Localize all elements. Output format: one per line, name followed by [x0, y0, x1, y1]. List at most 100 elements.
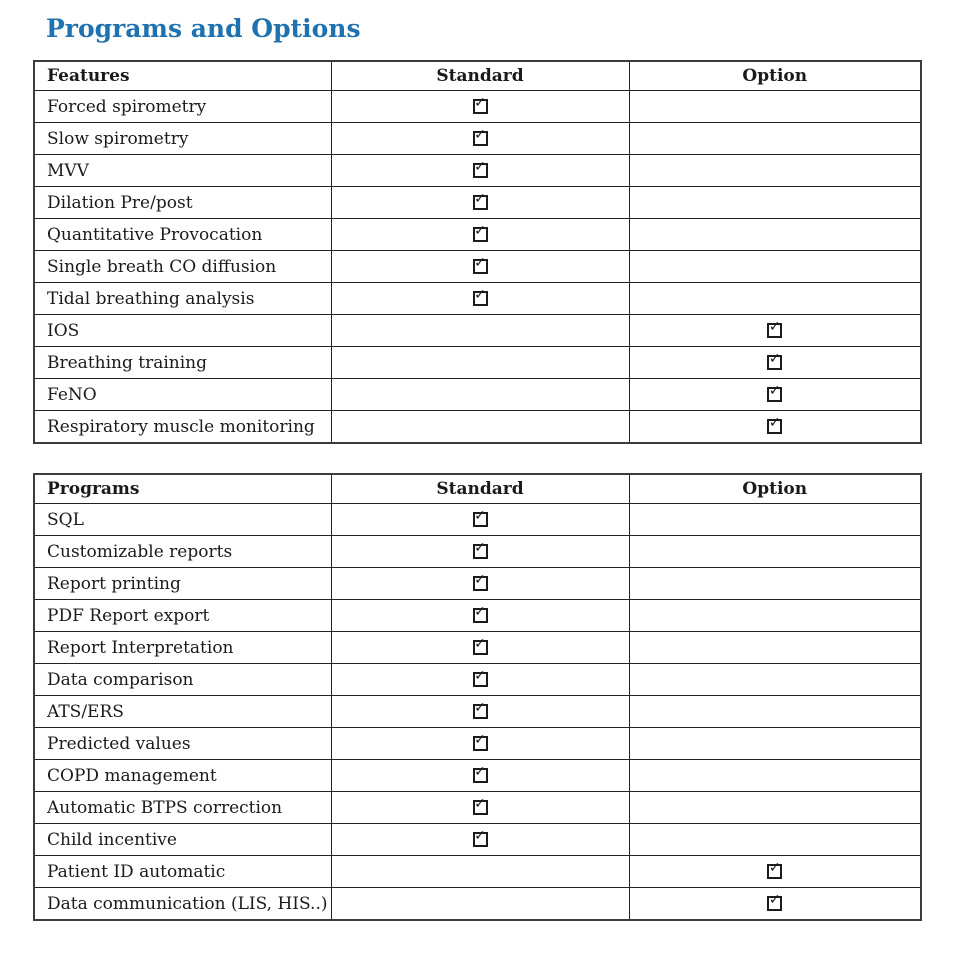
table-row: IOS ✓: [33, 314, 922, 347]
check-mark: ✓: [474, 699, 486, 716]
standard-cell: [330, 887, 630, 921]
row-label: Quantitative Provocation: [33, 218, 332, 251]
check-mark: ✓: [474, 126, 486, 143]
standard-cell: ✓: [330, 759, 630, 792]
standard-cell: [330, 346, 630, 379]
standard-cell: ✓: [330, 631, 630, 664]
checked-checkbox-icon: ✓: [472, 699, 488, 719]
column-header-standard: Standard: [330, 473, 630, 504]
check-mark: ✓: [474, 571, 486, 588]
checked-checkbox-icon: ✓: [767, 350, 783, 370]
check-mark: ✓: [474, 763, 486, 780]
standard-cell: ✓: [330, 663, 630, 696]
row-label: Forced spirometry: [33, 90, 332, 123]
standard-cell: ✓: [330, 503, 630, 536]
option-cell: [628, 567, 922, 600]
check-mark: ✓: [474, 795, 486, 812]
option-cell: [628, 791, 922, 824]
check-mark: ✓: [768, 350, 781, 367]
option-cell: [628, 631, 922, 664]
check-mark: ✓: [768, 382, 781, 399]
option-cell: [628, 154, 922, 187]
checked-checkbox-icon: ✓: [472, 604, 488, 623]
check-mark: ✓: [474, 190, 486, 207]
table-row: Customizable reports ✓: [33, 535, 922, 568]
checked-checkbox-icon: ✓: [472, 571, 488, 591]
standard-cell: ✓: [330, 535, 630, 568]
table-row: SQL ✓: [33, 503, 922, 536]
checked-checkbox-icon: ✓: [472, 190, 488, 210]
table-row: ATS/ERS ✓: [33, 695, 922, 728]
column-header-option: Option: [628, 60, 922, 91]
option-cell: [628, 282, 922, 315]
check-mark: ✓: [474, 635, 486, 652]
check-mark: ✓: [474, 667, 486, 684]
check-mark: ✓: [768, 414, 781, 431]
checked-checkbox-icon: ✓: [472, 222, 488, 242]
check-mark: ✓: [768, 859, 781, 876]
standard-cell: ✓: [330, 791, 630, 824]
table-row: COPD management ✓: [33, 759, 922, 792]
check-mark: ✓: [474, 286, 486, 303]
check-mark: ✓: [474, 94, 486, 111]
option-cell: ✓: [628, 314, 922, 347]
column-header-option: Option: [628, 473, 922, 504]
column-header-features: Features: [33, 60, 332, 91]
option-cell: [628, 727, 922, 760]
row-label: Data communication (LIS, HIS..): [33, 887, 332, 921]
table-row: Slow spirometry ✓: [33, 122, 922, 155]
row-label: Customizable reports: [33, 535, 332, 568]
check-mark: ✓: [474, 222, 486, 239]
option-cell: ✓: [628, 378, 922, 411]
programs-table: Programs Standard Option SQL ✓ Customizabl…: [33, 473, 922, 921]
table-row: Respiratory muscle monitoring ✓: [33, 410, 922, 444]
table-row: Quantitative Provocation ✓: [33, 218, 922, 251]
checked-checkbox-icon: ✓: [472, 667, 488, 687]
table-row: Tidal breathing analysis ✓: [33, 282, 922, 315]
standard-cell: [330, 314, 630, 347]
table-row: FeNO ✓: [33, 378, 922, 411]
table-row: Report Interpretation ✓: [33, 631, 922, 664]
standard-cell: ✓: [330, 727, 630, 760]
table-row: Report printing ✓: [33, 567, 922, 600]
checked-checkbox-icon: ✓: [472, 731, 488, 751]
option-cell: ✓: [628, 346, 922, 379]
standard-cell: ✓: [330, 122, 630, 155]
option-cell: [628, 535, 922, 568]
checked-checkbox-icon: ✓: [472, 159, 488, 178]
checked-checkbox-icon: ✓: [472, 828, 488, 847]
features-table: Features Standard Option Forced spiromet…: [33, 60, 922, 444]
row-label: Data comparison: [33, 663, 332, 696]
table-row: Dilation Pre/post ✓: [33, 186, 922, 219]
row-label: PDF Report export: [33, 599, 332, 632]
standard-cell: ✓: [330, 250, 630, 283]
row-label: Report printing: [33, 567, 332, 600]
table-row: Predicted values ✓: [33, 727, 922, 760]
table-row: Single breath CO diffusion ✓: [33, 250, 922, 283]
option-cell: [628, 186, 922, 219]
checked-checkbox-icon: ✓: [472, 94, 488, 114]
standard-cell: ✓: [330, 695, 630, 728]
standard-cell: [330, 855, 630, 888]
standard-cell: ✓: [330, 154, 630, 187]
check-mark: ✓: [474, 507, 486, 524]
standard-cell: ✓: [330, 218, 630, 251]
option-cell: [628, 218, 922, 251]
checked-checkbox-icon: ✓: [472, 795, 488, 815]
row-label: Single breath CO diffusion: [33, 250, 332, 283]
option-cell: [628, 122, 922, 155]
checked-checkbox-icon: ✓: [767, 859, 783, 879]
check-mark: ✓: [474, 731, 486, 748]
checked-checkbox-icon: ✓: [472, 126, 488, 146]
option-cell: [628, 250, 922, 283]
table-header-row: Programs Standard Option: [33, 473, 922, 504]
standard-cell: ✓: [330, 599, 630, 632]
checked-checkbox-icon: ✓: [472, 507, 488, 527]
checked-checkbox-icon: ✓: [472, 540, 488, 559]
option-cell: [628, 90, 922, 123]
check-mark: ✓: [474, 254, 486, 271]
standard-cell: ✓: [330, 567, 630, 600]
option-cell: [628, 759, 922, 792]
option-cell: ✓: [628, 410, 922, 444]
